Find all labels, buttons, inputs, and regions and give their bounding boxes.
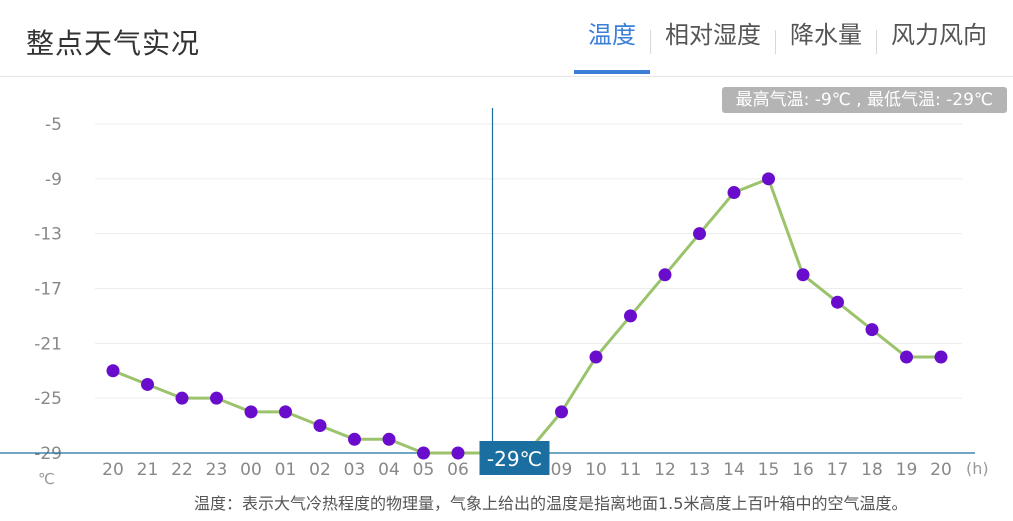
x-tick-label: 18	[861, 460, 883, 480]
data-point	[244, 405, 258, 419]
tab-divider	[876, 30, 877, 54]
y-tick-label: -5	[45, 115, 62, 135]
x-tick-label: 15	[758, 460, 780, 480]
data-point	[589, 350, 603, 364]
data-point	[279, 405, 292, 419]
page-title: 整点天气实况	[26, 27, 201, 60]
data-point	[762, 172, 775, 186]
x-tick-label: 04	[378, 460, 400, 480]
data-point	[451, 446, 465, 460]
x-tick-label: 06	[447, 460, 469, 480]
x-tick-label: 16	[792, 460, 814, 480]
x-tick-label: 09	[551, 460, 573, 480]
data-point	[555, 405, 568, 419]
x-tick-label: 23	[206, 460, 228, 480]
x-tick-label: 20	[930, 460, 952, 480]
data-point	[141, 377, 154, 391]
data-point	[348, 432, 361, 446]
x-tick-label: 20	[102, 460, 124, 480]
x-tick-label: 14	[723, 460, 745, 480]
x-tick-label: 10	[585, 460, 607, 480]
data-point	[417, 446, 430, 460]
data-point	[693, 227, 706, 241]
series-line	[112, 177, 941, 455]
data-point	[900, 350, 913, 364]
y-tick-label: -21	[34, 334, 62, 354]
data-point	[865, 323, 879, 337]
tab-divider	[650, 30, 651, 54]
temperature-footnote: 温度：表示大气冷热程度的物理量，气象上给出的温度是指离地面1.5米高度上百叶箱中…	[194, 494, 908, 513]
data-point	[934, 350, 948, 364]
data-point	[796, 268, 810, 282]
data-point	[831, 295, 844, 309]
x-tick-label: 00	[240, 460, 262, 480]
data-point	[382, 432, 396, 446]
y-tick-label: -9	[45, 170, 62, 190]
x-tick-label: 17	[827, 460, 849, 480]
x-tick-label: 12	[654, 460, 676, 480]
data-point	[658, 268, 672, 282]
tooltip-box	[479, 441, 550, 475]
data-point	[624, 309, 637, 323]
data-point	[210, 391, 223, 405]
x-tick-label: 22	[171, 460, 193, 480]
y-tick-label: -29	[34, 444, 62, 464]
x-tick-label: 13	[689, 460, 711, 480]
x-tick-label: 19	[896, 460, 918, 480]
x-tick-label: 05	[413, 460, 435, 480]
tab-temperature[interactable]: 温度	[574, 18, 650, 74]
y-tick-label: -25	[34, 389, 62, 409]
y-tick-label: -17	[34, 280, 62, 300]
temperature-summary-badge: 最高气温: -9℃ , 最低气温: -29℃	[721, 87, 1007, 113]
header: 整点天气实况 温度 相对湿度 降水量 风力风向	[0, 0, 1013, 77]
tab-bar: 温度 相对湿度 降水量 风力风向	[574, 18, 1001, 74]
tab-precipitation[interactable]: 降水量	[790, 21, 862, 49]
data-point	[106, 364, 120, 378]
x-tick-label: 01	[275, 460, 297, 480]
tooltip-label: -29℃	[487, 447, 542, 471]
data-point	[313, 419, 327, 433]
tab-divider	[775, 30, 776, 54]
tab-humidity[interactable]: 相对湿度	[665, 21, 761, 49]
x-tick-label: 03	[344, 460, 366, 480]
data-point	[175, 391, 189, 405]
x-tick-label: 21	[137, 460, 159, 480]
tab-wind[interactable]: 风力风向	[891, 21, 987, 49]
data-point	[727, 186, 741, 200]
y-axis-unit-label: ℃	[38, 470, 55, 488]
y-tick-label: -13	[34, 225, 62, 245]
x-tick-label: 11	[620, 460, 642, 480]
x-tick-label: 02	[309, 460, 331, 480]
x-axis-unit-label: (h)	[966, 459, 989, 478]
